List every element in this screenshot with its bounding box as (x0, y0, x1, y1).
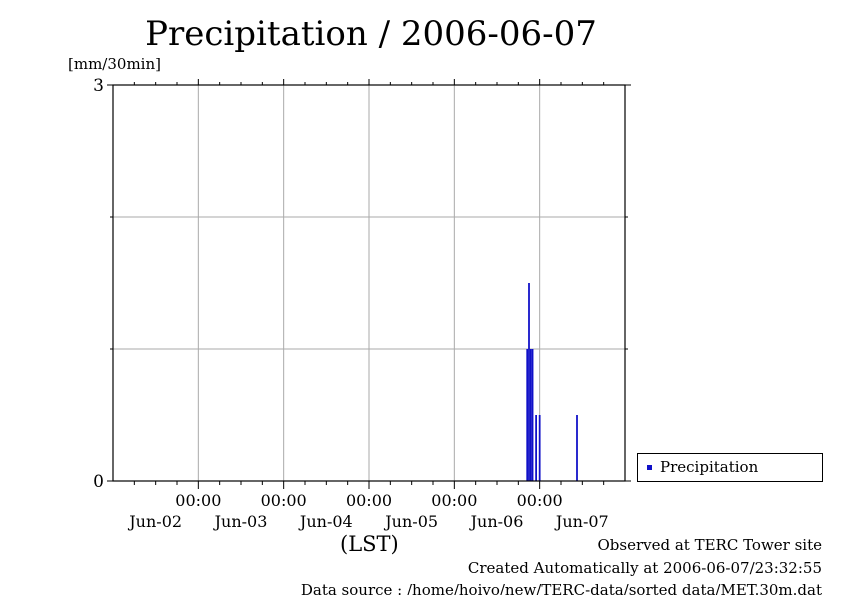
bar (529, 349, 532, 481)
x-tick-label-day: Jun-04 (298, 512, 353, 531)
x-tick-label-time: 00:00 (175, 491, 221, 510)
bar (528, 283, 530, 481)
legend-swatch (647, 465, 652, 470)
footer-source: Data source : /home/hoivo/new/TERC-data/… (300, 581, 822, 595)
x-tick-label-day: Jun-05 (383, 512, 438, 531)
bar (538, 415, 541, 481)
footer-observed: Observed at TERC Tower site (597, 536, 822, 554)
x-tick-label-day: Jun-06 (469, 512, 524, 531)
x-tick-label-time: 00:00 (346, 491, 392, 510)
y-tick-label: 0 (93, 472, 104, 492)
x-tick-label-time: 00:00 (261, 491, 307, 510)
chart-title: Precipitation / 2006-06-07 (145, 14, 597, 54)
x-axis-label: (LST) (340, 532, 399, 556)
bar (526, 349, 529, 481)
x-tick-label-day: Jun-07 (554, 512, 609, 531)
y-tick-label: 3 (93, 76, 104, 96)
bar (576, 415, 578, 481)
y-axis-unit: [mm/30min] (68, 55, 161, 73)
legend-label: Precipitation (660, 458, 759, 476)
legend: Precipitation (637, 453, 823, 482)
bar (531, 349, 534, 481)
x-tick-label-day: Jun-02 (127, 512, 182, 531)
bar (535, 415, 537, 481)
x-tick-label-time: 00:00 (431, 491, 477, 510)
x-tick-label-day: Jun-03 (213, 512, 268, 531)
x-tick-label-time: 00:00 (517, 491, 563, 510)
footer-created: Created Automatically at 2006-06-07/23:3… (467, 559, 822, 577)
